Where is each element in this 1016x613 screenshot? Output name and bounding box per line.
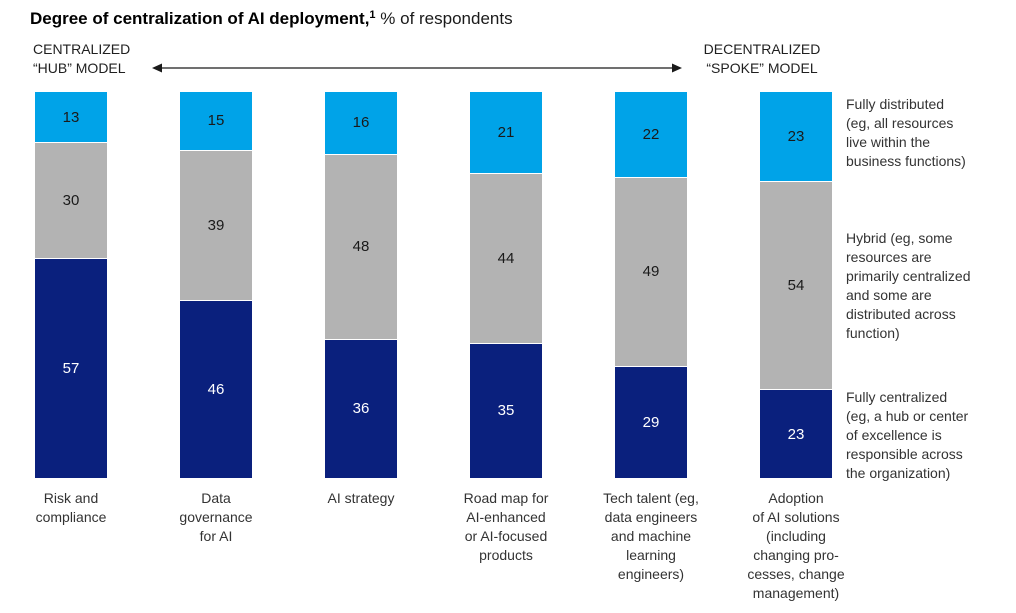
value-label: 39	[207, 217, 225, 235]
segment-fully-distributed-6: 23	[760, 92, 832, 181]
legend-fully-centralized: Fully centralized (eg, a hub or center o…	[846, 389, 969, 481]
segment-fully-distributed-5: 22	[615, 92, 687, 177]
value-label: 46	[207, 381, 225, 399]
category-label-4: Road map for AI-enhanced or AI-focused p…	[463, 490, 549, 563]
value-label: 21	[497, 124, 515, 142]
chart-title: Degree of centralization of AI deploymen…	[30, 9, 513, 29]
value-label: 30	[62, 192, 80, 210]
bar-4: 21 44 35	[470, 92, 542, 478]
footnote-marker: 1	[369, 9, 376, 21]
value-label: 22	[642, 125, 660, 143]
bar-6: 23 54 23	[760, 92, 832, 478]
legend-hybrid: Hybrid (eg, some resources are primarily…	[846, 230, 971, 341]
bar-1: 13 30 57	[35, 92, 107, 478]
value-label: 49	[642, 263, 660, 281]
segment-fully-distributed-1: 13	[35, 92, 107, 143]
category-label-3: AI strategy	[327, 490, 395, 506]
segment-fully-distributed-3: 16	[325, 92, 397, 154]
segment-hybrid-4: 44	[470, 173, 542, 343]
value-label: 15	[207, 112, 225, 130]
category-label-1: Risk and compliance	[35, 490, 107, 525]
segment-fully-centralized-2: 46	[180, 300, 252, 478]
axis-label-centralized-hub: CENTRALIZED “HUB” MODEL	[33, 41, 131, 76]
segment-fully-distributed-2: 15	[180, 92, 252, 150]
value-label: 48	[352, 238, 370, 256]
category-label-6: Adoption of AI solutions (including chan…	[747, 490, 845, 601]
centralization-spectrum-arrow-icon	[152, 63, 682, 73]
segment-fully-centralized-4: 35	[470, 342, 542, 478]
category-label-2: Data governance for AI	[179, 490, 253, 544]
segment-fully-distributed-4: 21	[470, 92, 542, 174]
bar-3: 16 48 36	[325, 92, 397, 478]
category-label-5: Tech talent (eg, data engineers and mach…	[603, 490, 699, 582]
segment-fully-centralized-1: 57	[35, 257, 107, 478]
value-label: 44	[497, 249, 515, 267]
value-label: 36	[352, 400, 370, 418]
bar-5: 22 49 29	[615, 92, 687, 478]
value-label: 16	[352, 114, 370, 132]
segment-hybrid-6: 54	[760, 180, 832, 390]
value-label: 29	[642, 414, 660, 431]
chart-title-unit: % of respondents	[375, 9, 513, 28]
segment-fully-centralized-6: 23	[760, 389, 832, 478]
value-label: 35	[497, 402, 515, 420]
segment-hybrid-1: 30	[35, 142, 107, 258]
value-label: 23	[787, 425, 805, 443]
segment-hybrid-2: 39	[180, 149, 252, 301]
value-label: 13	[62, 108, 80, 126]
value-label: 23	[787, 127, 805, 145]
segment-hybrid-5: 49	[615, 176, 687, 367]
chart-title-main: Degree of centralization of AI deploymen…	[30, 9, 370, 28]
legend-fully-distributed: Fully distributed (eg, all resources liv…	[846, 96, 966, 169]
category-labels: Risk and compliance Data governance for A…	[35, 489, 845, 613]
value-label: 57	[62, 359, 80, 377]
bar-2: 15 39 46	[180, 92, 252, 478]
value-label: 54	[787, 276, 805, 294]
segment-hybrid-3: 48	[325, 153, 397, 340]
segment-fully-centralized-3: 36	[325, 339, 397, 478]
segment-fully-centralized-5: 29	[615, 366, 687, 478]
axis-label-decentralized-spoke: DECENTRALIZED “SPOKE” MODEL	[703, 41, 821, 76]
chart-area: 13 30 57 15 39 46 16 48 36 21 44 35 22 49 29 23 54 23	[35, 92, 835, 478]
